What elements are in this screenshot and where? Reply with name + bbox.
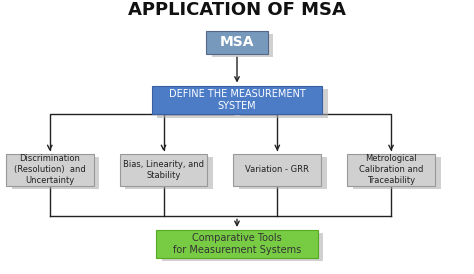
FancyBboxPatch shape: [6, 154, 94, 186]
Text: Variation - GRR: Variation - GRR: [246, 165, 309, 174]
FancyBboxPatch shape: [152, 85, 322, 115]
FancyBboxPatch shape: [162, 233, 323, 261]
Text: Comparative Tools
for Measurement Systems: Comparative Tools for Measurement System…: [173, 233, 301, 255]
FancyBboxPatch shape: [239, 157, 327, 189]
FancyBboxPatch shape: [157, 89, 328, 118]
FancyBboxPatch shape: [119, 154, 207, 186]
FancyBboxPatch shape: [353, 157, 440, 189]
Text: MSA: MSA: [220, 35, 254, 50]
FancyBboxPatch shape: [347, 154, 435, 186]
FancyBboxPatch shape: [156, 230, 318, 258]
Text: Bias, Linearity, and
Stability: Bias, Linearity, and Stability: [123, 160, 204, 180]
Text: Metrological
Calibration and
Traceability: Metrological Calibration and Traceabilit…: [359, 154, 423, 185]
FancyBboxPatch shape: [206, 31, 268, 54]
Text: APPLICATION OF MSA: APPLICATION OF MSA: [128, 1, 346, 19]
FancyBboxPatch shape: [233, 154, 321, 186]
FancyBboxPatch shape: [212, 34, 273, 58]
FancyBboxPatch shape: [11, 157, 99, 189]
Text: Discrimination
(Resolution)  and
Uncertainty: Discrimination (Resolution) and Uncertai…: [14, 154, 86, 185]
FancyBboxPatch shape: [125, 157, 213, 189]
Text: DEFINE THE MEASUREMENT
SYSTEM: DEFINE THE MEASUREMENT SYSTEM: [169, 89, 305, 111]
